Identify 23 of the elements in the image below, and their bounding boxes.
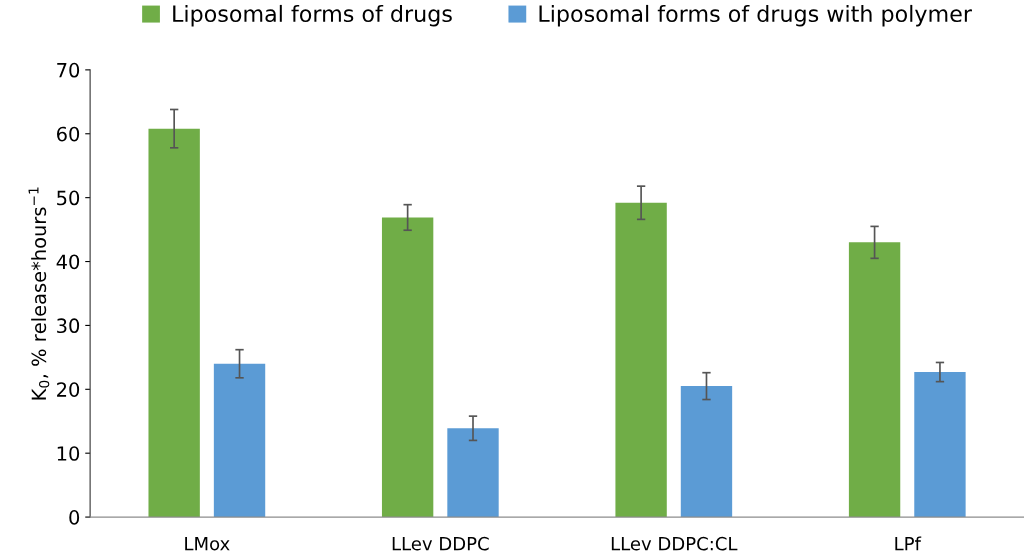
- bar: [381, 217, 434, 518]
- bar: [848, 242, 901, 518]
- x-tick-label: LLev DDPC:CL: [611, 536, 738, 551]
- y-tick-label: 10: [57, 446, 80, 461]
- y-tick-label: 50: [57, 190, 80, 206]
- bar: [447, 428, 499, 518]
- y-tick-label: 30: [57, 318, 80, 334]
- y-tick-label: 20: [57, 382, 80, 397]
- y-tick-label: 70: [57, 62, 80, 78]
- x-tick-label: LPf: [895, 536, 922, 551]
- bar: [615, 202, 667, 518]
- x-tick-label: LMox: [185, 537, 230, 551]
- bar: [914, 372, 966, 518]
- y-axis-title: K$_{0}$, % release*hours$^{−1}$: [28, 187, 50, 400]
- legend-label: Liposomal forms of drugs: [173, 4, 452, 27]
- y-tick-label: 40: [56, 254, 80, 270]
- legend-label: Liposomal forms of drugs with polymer: [539, 4, 972, 27]
- bar: [680, 386, 733, 518]
- bar: [213, 363, 266, 518]
- bar: [148, 128, 200, 518]
- y-tick-label: 0: [69, 510, 80, 525]
- y-tick-label: 60: [57, 126, 80, 142]
- x-tick-label: LLev DDPC: [392, 536, 489, 551]
